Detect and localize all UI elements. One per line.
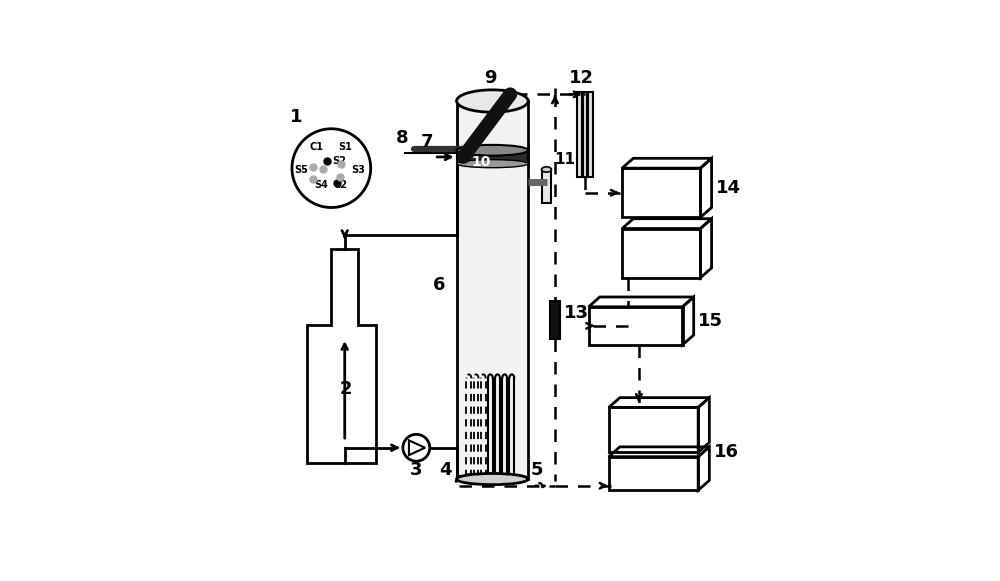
Text: 14: 14	[716, 179, 741, 197]
Text: S1: S1	[339, 142, 353, 152]
Text: S4: S4	[315, 180, 328, 190]
Polygon shape	[457, 101, 528, 479]
Text: 4: 4	[439, 461, 452, 479]
Ellipse shape	[457, 145, 528, 156]
Text: 9: 9	[484, 69, 496, 87]
Polygon shape	[457, 150, 528, 164]
Text: 5: 5	[530, 461, 543, 479]
Text: 2: 2	[340, 380, 352, 398]
Bar	[583, 92, 587, 177]
Bar	[588, 92, 593, 177]
Text: 13: 13	[564, 304, 589, 322]
Text: 1: 1	[290, 108, 302, 126]
Text: 10: 10	[471, 155, 491, 169]
Text: 8: 8	[396, 129, 409, 147]
Bar	[550, 301, 560, 339]
Text: 3: 3	[410, 461, 423, 479]
Text: 12: 12	[569, 69, 594, 87]
Text: 15: 15	[698, 312, 723, 330]
Bar	[577, 92, 582, 177]
Text: 6: 6	[432, 276, 445, 294]
Bar	[542, 170, 551, 203]
Text: 16: 16	[714, 443, 739, 461]
Text: S5: S5	[294, 164, 308, 175]
Ellipse shape	[542, 167, 551, 172]
Text: 7: 7	[421, 133, 433, 151]
Ellipse shape	[457, 160, 528, 168]
Text: S2: S2	[332, 156, 346, 166]
Ellipse shape	[457, 474, 528, 485]
Ellipse shape	[457, 90, 528, 112]
Text: C1: C1	[310, 142, 324, 152]
Text: 11: 11	[554, 152, 575, 167]
Text: C2: C2	[333, 180, 347, 190]
Text: S3: S3	[351, 164, 365, 175]
